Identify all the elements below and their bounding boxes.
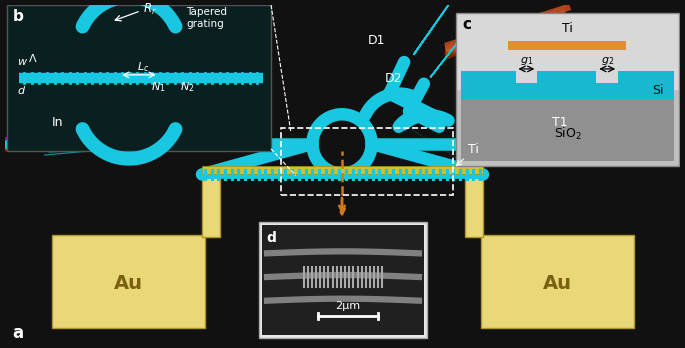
Bar bbox=[281, 128, 453, 195]
Text: $\Lambda$: $\Lambda$ bbox=[29, 52, 38, 64]
Text: $g_1$: $g_1$ bbox=[520, 55, 533, 67]
Text: Ti: Ti bbox=[456, 143, 479, 166]
Text: $w$: $w$ bbox=[16, 57, 27, 67]
Text: Tapered
grating: Tapered grating bbox=[186, 7, 227, 29]
Text: D2: D2 bbox=[384, 72, 402, 85]
Text: In: In bbox=[52, 116, 64, 129]
Bar bbox=[508, 41, 626, 50]
Text: $L_c$: $L_c$ bbox=[137, 60, 149, 74]
Text: D1: D1 bbox=[368, 34, 385, 47]
Text: Au: Au bbox=[114, 275, 142, 293]
Text: $g_2$: $g_2$ bbox=[601, 55, 614, 67]
Text: $\mathrm{SiO_2}$: $\mathrm{SiO_2}$ bbox=[554, 126, 582, 142]
Bar bbox=[202, 166, 483, 174]
Bar bbox=[461, 98, 674, 161]
Text: Si: Si bbox=[651, 84, 663, 97]
Text: c: c bbox=[462, 16, 471, 32]
Text: $R_r$: $R_r$ bbox=[142, 2, 157, 17]
Bar bbox=[456, 14, 680, 90]
Text: b: b bbox=[12, 9, 23, 24]
Bar bbox=[461, 71, 516, 83]
Text: Au: Au bbox=[543, 275, 571, 293]
Bar bbox=[456, 13, 680, 166]
Text: Ti: Ti bbox=[562, 23, 573, 35]
Text: $N_2$: $N_2$ bbox=[180, 81, 195, 94]
Bar bbox=[456, 90, 680, 166]
Text: $N_1$: $N_1$ bbox=[151, 81, 165, 94]
Bar bbox=[52, 235, 205, 328]
Bar bbox=[465, 173, 483, 237]
Bar bbox=[618, 71, 674, 83]
Bar bbox=[537, 71, 597, 83]
Text: $d$: $d$ bbox=[16, 84, 26, 96]
Text: 2μm: 2μm bbox=[336, 301, 360, 310]
Bar bbox=[262, 225, 424, 335]
Text: a: a bbox=[12, 324, 24, 342]
Bar bbox=[7, 5, 271, 151]
Text: T1: T1 bbox=[552, 116, 568, 129]
Bar bbox=[259, 222, 427, 338]
Bar bbox=[481, 235, 634, 328]
Bar bbox=[202, 173, 220, 237]
Bar bbox=[461, 83, 674, 98]
Text: d: d bbox=[266, 230, 276, 245]
